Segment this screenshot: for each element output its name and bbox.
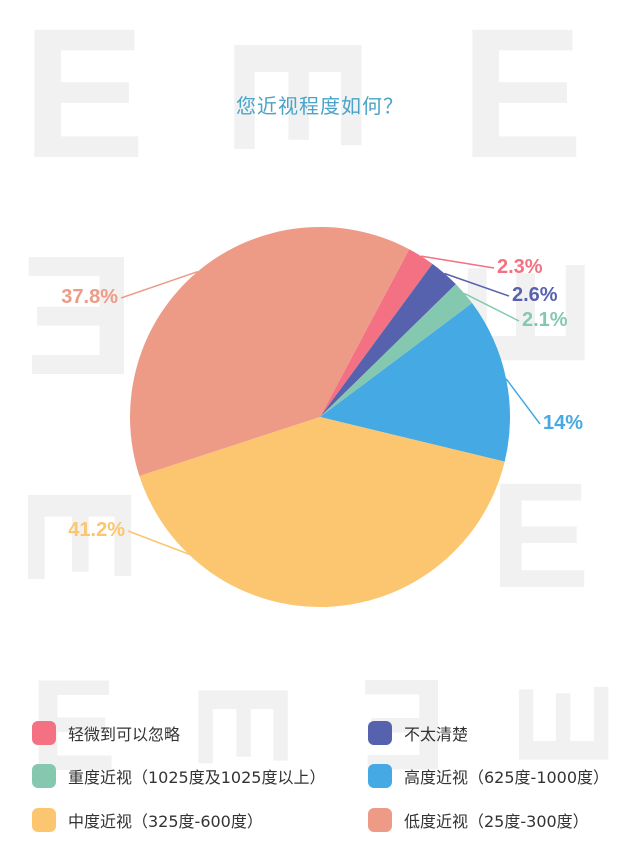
legend-label: 不太清楚: [404, 725, 469, 744]
legend: 轻微到可以忽略 不太清楚重度近视（1025度及1025度以上） 高度近视（625度-…: [0, 710, 640, 845]
legend-item: 中度近视（325度-600度）: [32, 805, 263, 835]
legend-swatch: [32, 808, 56, 832]
pie-slice: [139, 417, 505, 607]
leader-line: [120, 270, 199, 299]
pie-slice: [320, 249, 433, 417]
legend-swatch: [32, 764, 56, 788]
legend-item: 高度近视（625度-1000度）: [368, 761, 609, 791]
leader-line: [420, 255, 495, 269]
legend-swatch: [368, 808, 392, 832]
legend-item: 重度近视（1025度及1025度以上）: [32, 761, 325, 791]
legend-swatch: [32, 721, 56, 745]
leader-line: [463, 292, 520, 322]
leader-line: [127, 530, 328, 608]
legend-label: 轻微到可以忽略: [68, 725, 181, 744]
background-eye-chart-letter: E: [460, 0, 584, 197]
slice-value-label: 14%: [543, 412, 584, 434]
pie-slice: [320, 284, 473, 417]
legend-label: 重度近视（1025度及1025度以上）: [68, 768, 326, 787]
slice-value-label: 2.1%: [522, 309, 568, 331]
legend-item: 不太清楚: [368, 718, 468, 748]
legend-label: 高度近视（625度-1000度）: [404, 768, 610, 787]
leader-line: [444, 272, 510, 297]
slice-value-label: 37.8%: [61, 286, 118, 308]
pie-slice: [320, 303, 510, 462]
chart-title: 您近视程度如何？: [236, 94, 404, 118]
slice-value-label: 41.2%: [68, 519, 125, 541]
pie-slice: [320, 263, 456, 417]
slice-value-label: 2.3%: [497, 256, 543, 278]
background-eye-chart-letter: E: [490, 451, 591, 619]
background-eye-chart-letter: E: [22, 0, 146, 197]
legend-label: 低度近视（25度-300度）: [404, 812, 589, 831]
leader-line: [505, 378, 541, 425]
legend-item: 轻微到可以忽略: [32, 718, 180, 748]
legend-item: 低度近视（25度-300度）: [368, 805, 589, 835]
legend-label: 中度近视（325度-600度）: [68, 812, 263, 831]
legend-swatch: [368, 721, 392, 745]
pie-slice: [130, 227, 410, 476]
legend-swatch: [368, 764, 392, 788]
slice-value-label: 2.6%: [512, 284, 558, 306]
